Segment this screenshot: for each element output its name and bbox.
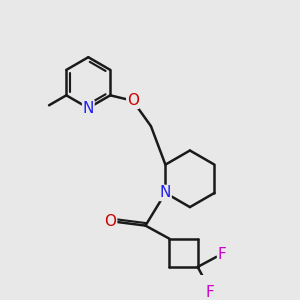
Text: N: N bbox=[82, 100, 94, 116]
Text: N: N bbox=[160, 185, 171, 200]
Text: O: O bbox=[105, 214, 117, 230]
Text: O: O bbox=[127, 93, 139, 108]
Text: F: F bbox=[205, 285, 214, 300]
Text: F: F bbox=[218, 248, 226, 262]
